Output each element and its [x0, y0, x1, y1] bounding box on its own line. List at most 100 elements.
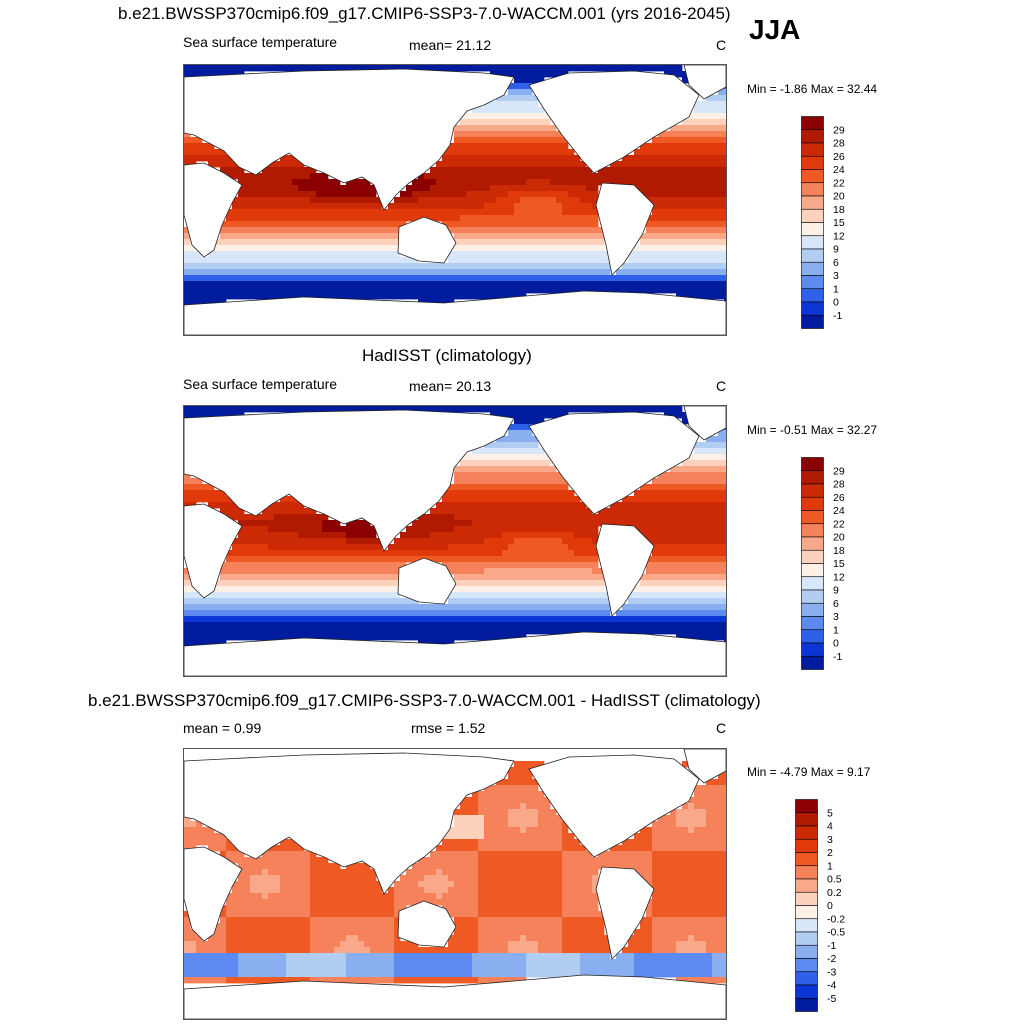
heatmap-cell [490, 65, 497, 72]
heatmap-cell [484, 592, 491, 599]
heatmap-cell [502, 436, 509, 443]
heatmap-cell [322, 610, 329, 617]
heatmap-cell [250, 191, 257, 198]
heatmap-cell [280, 269, 287, 276]
heatmap-cell [454, 604, 461, 611]
heatmap-cell [208, 827, 215, 834]
heatmap-cell [670, 478, 677, 485]
heatmap-cell [256, 263, 263, 270]
heatmap-cell [256, 580, 263, 587]
heatmap-cell [196, 628, 203, 635]
heatmap-cell [664, 815, 671, 822]
heatmap-cell [508, 197, 515, 204]
heatmap-cell [550, 502, 557, 509]
heatmap-cell [436, 173, 443, 180]
heatmap-cell [520, 490, 527, 497]
heatmap-cell [358, 263, 365, 270]
heatmap-cell [658, 616, 665, 623]
heatmap-cell [688, 568, 695, 575]
heatmap-cell [328, 592, 335, 599]
heatmap-cell [334, 634, 341, 641]
heatmap-cell [202, 640, 209, 647]
heatmap-cell [592, 197, 599, 204]
heatmap-cell [490, 580, 497, 587]
heatmap-cell [460, 845, 467, 852]
heatmap-cell [448, 544, 455, 551]
heatmap-cell [466, 514, 473, 521]
heatmap-cell [694, 149, 701, 156]
heatmap-cell [646, 227, 653, 234]
heatmap-cell [358, 544, 365, 551]
heatmap-cell [232, 221, 239, 228]
heatmap-cell [202, 275, 209, 282]
heatmap-cell [382, 293, 389, 300]
heatmap-cell [718, 149, 725, 156]
heatmap-cell [352, 406, 359, 413]
heatmap-cell [466, 616, 473, 623]
heatmap-cell [436, 191, 443, 198]
heatmap-cell [334, 281, 341, 288]
heatmap-cell [550, 167, 557, 174]
heatmap-cell [478, 490, 485, 497]
heatmap-cell [460, 191, 467, 198]
heatmap-cell [502, 586, 509, 593]
heatmap-cell [250, 65, 257, 72]
heatmap-cell [562, 839, 569, 846]
heatmap-cell [262, 293, 269, 300]
heatmap-cell [274, 526, 281, 533]
heatmap-cell [682, 628, 689, 635]
heatmap-cell [502, 809, 509, 816]
heatmap-cell [724, 833, 726, 840]
heatmap-cell [184, 143, 191, 150]
heatmap-cell [286, 845, 293, 852]
heatmap-cell [448, 263, 455, 270]
heatmap-cell [490, 514, 497, 521]
heatmap-cell [412, 604, 419, 611]
heatmap-cell [394, 616, 401, 623]
heatmap-cell [292, 191, 299, 198]
heatmap-cell [526, 610, 533, 617]
heatmap-cell [346, 287, 353, 294]
heatmap-cell [304, 221, 311, 228]
heatmap-cell [520, 155, 527, 162]
heatmap-cell [436, 628, 443, 635]
heatmap-cell [214, 412, 221, 419]
heatmap-cell [508, 484, 515, 491]
heatmap-cell [262, 251, 269, 258]
heatmap-cell [376, 221, 383, 228]
heatmap-cell [322, 538, 329, 545]
heatmap-cell [634, 149, 641, 156]
heatmap-cell [250, 556, 257, 563]
heatmap-cell [478, 502, 485, 509]
heatmap-cell [646, 526, 653, 533]
heatmap-cell [514, 580, 521, 587]
heatmap-cell [472, 514, 479, 521]
heatmap-cell [496, 65, 503, 72]
heatmap-cell [628, 851, 635, 858]
heatmap-cell [394, 215, 401, 222]
heatmap-cell [568, 586, 575, 593]
heatmap-cell [694, 592, 701, 599]
heatmap-cell [508, 269, 515, 276]
heatmap-cell [526, 556, 533, 563]
heatmap-cell [646, 149, 653, 156]
heatmap-cell [262, 592, 269, 599]
heatmap-cell [304, 251, 311, 258]
heatmap-cell [400, 257, 407, 264]
heatmap-cell [226, 556, 233, 563]
heatmap-cell [724, 191, 726, 198]
heatmap-cell [634, 508, 641, 515]
heatmap-cell [502, 502, 509, 509]
heatmap-cell [700, 490, 707, 497]
heatmap-cell [286, 263, 293, 270]
heatmap-cell [562, 574, 569, 581]
heatmap-cell [658, 496, 665, 503]
heatmap-cell [664, 827, 671, 834]
heatmap-cell [586, 65, 593, 72]
heatmap-cell [310, 562, 317, 569]
heatmap-cell [184, 604, 191, 611]
heatmap-cell [706, 203, 713, 210]
heatmap-cell [628, 406, 635, 413]
heatmap-cell [532, 526, 539, 533]
heatmap-cell [496, 125, 503, 132]
